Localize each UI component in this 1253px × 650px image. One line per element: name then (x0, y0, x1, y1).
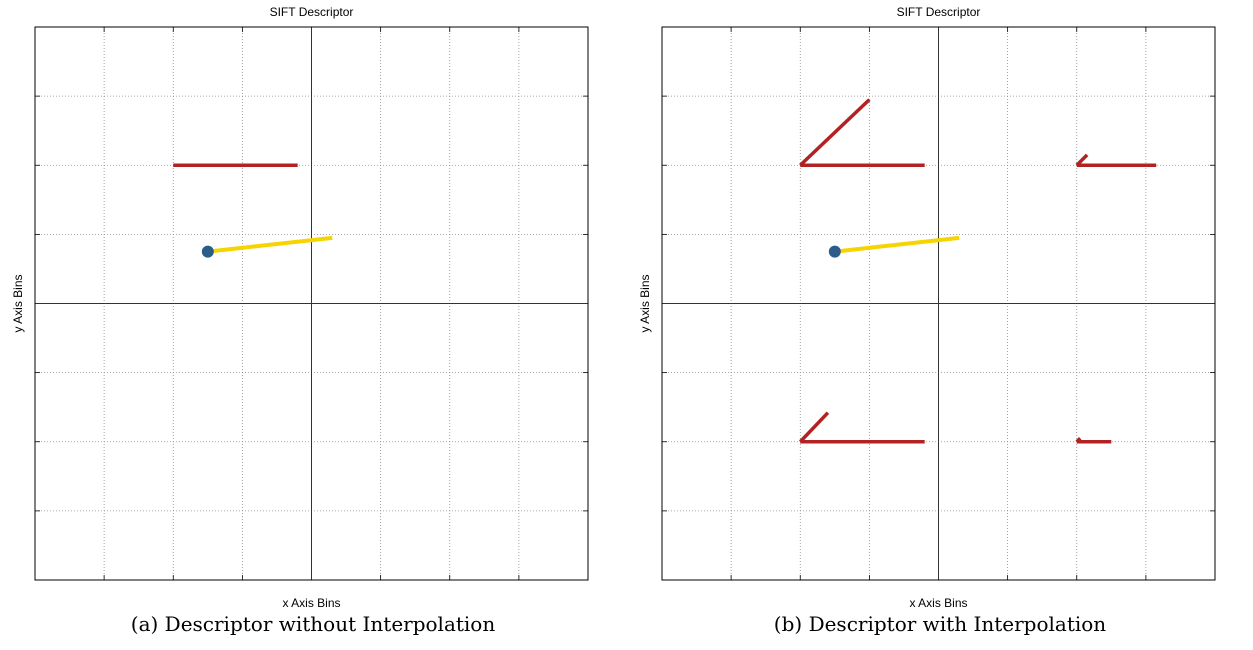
caption-without-interpolation: (a) Descriptor without Interpolation (130, 612, 496, 636)
histogram-segment-1 (799, 98, 871, 167)
histogram-segment-3 (1075, 153, 1089, 167)
y-axis-label: y Axis Bins (638, 274, 652, 332)
x-axis-label: x Axis Bins (282, 596, 340, 610)
panel-with-interpolation: SIFT Descriptor x Axis Bins y Axis Bins (b… (627, 0, 1253, 650)
histogram-segment-7 (1075, 437, 1082, 443)
x-axis-label: x Axis Bins (909, 596, 967, 610)
histogram-segment-5 (798, 411, 830, 443)
orientation-vector (834, 235, 960, 254)
keypoint-marker (201, 245, 214, 258)
panel-without-interpolation: SIFT Descriptor x Axis Bins y Axis Bins (a… (0, 0, 626, 650)
plot-frame (661, 26, 1216, 581)
plot-frame (34, 26, 589, 581)
chart-title: SIFT Descriptor (270, 5, 354, 19)
y-axis-label: y Axis Bins (11, 274, 25, 332)
keypoint-marker (828, 245, 841, 258)
chart-without-interpolation: SIFT Descriptor x Axis Bins y Axis Bins (11, 5, 589, 610)
chart-title: SIFT Descriptor (897, 5, 981, 19)
caption-with-interpolation: (b) Descriptor with Interpolation (773, 612, 1107, 636)
orientation-vector (207, 235, 333, 254)
chart-with-interpolation: SIFT Descriptor x Axis Bins y Axis Bins (638, 5, 1216, 610)
